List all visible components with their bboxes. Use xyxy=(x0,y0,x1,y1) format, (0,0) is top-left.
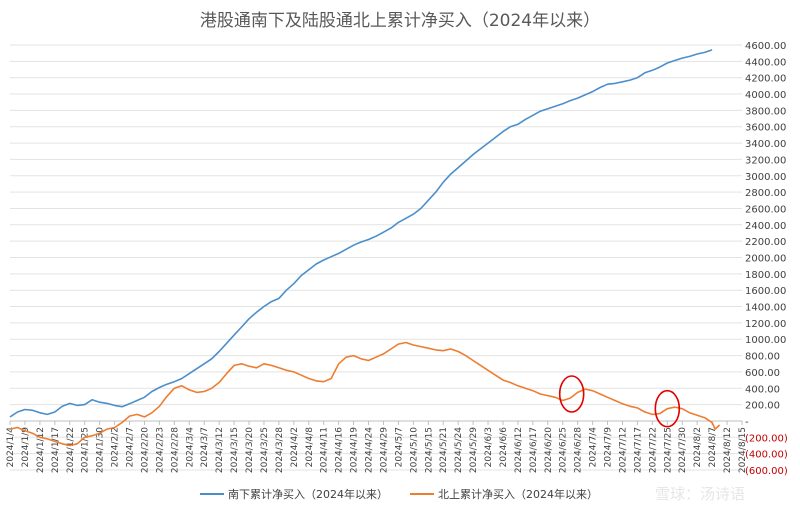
x-tick-label: 2024/8/15 xyxy=(738,427,748,473)
y-tick-label: - xyxy=(745,417,749,428)
x-tick-label: 2024/7/12 xyxy=(618,427,628,473)
x-tick-label: 2024/6/6 xyxy=(499,427,509,468)
x-tick-label: 2024/7/22 xyxy=(648,427,658,473)
y-tick-label: 2400.00 xyxy=(745,221,786,232)
y-tick-label: 1600.00 xyxy=(745,286,786,297)
x-tick-label: 2024/3/7 xyxy=(200,427,210,467)
y-tick-label: 3800.00 xyxy=(745,106,786,117)
y-tick-label: 2200.00 xyxy=(745,237,786,248)
x-tick-label: 2024/1/22 xyxy=(66,427,76,473)
x-tick-label: 2024/1/4 xyxy=(6,427,16,468)
x-tick-label: 2024/2/28 xyxy=(170,427,180,473)
y-tick-label: 1000.00 xyxy=(745,335,786,346)
y-tick-label: 3600.00 xyxy=(745,123,786,134)
x-tick-label: 2024/4/11 xyxy=(320,427,330,473)
x-tick-label: 2024/4/16 xyxy=(335,427,345,473)
y-tick-label: 400.00 xyxy=(745,384,780,395)
highlight-ellipse xyxy=(654,389,681,428)
x-tick-label: 2024/3/15 xyxy=(230,427,240,473)
x-tick-label: 2024/5/21 xyxy=(439,427,449,473)
x-tick-label: 2024/5/7 xyxy=(394,427,404,467)
x-tick-label: 2024/5/15 xyxy=(424,427,434,473)
chart-title: 港股通南下及陆股通北上累计净买入（2024年以来） xyxy=(199,11,601,31)
y-tick-label: 1400.00 xyxy=(745,303,786,314)
x-tick-label: 2024/6/20 xyxy=(544,427,554,473)
watermark-text: 雪球：汤诗语 xyxy=(655,485,745,503)
x-tick-label: 2024/5/10 xyxy=(409,427,419,473)
x-tick-label: 2024/2/7 xyxy=(126,427,136,467)
northbound-line xyxy=(9,341,721,447)
y-tick-label: 2800.00 xyxy=(745,188,786,199)
y-tick-label: (400.00) xyxy=(745,450,788,461)
x-tick-label: 2024/2/2 xyxy=(111,427,121,467)
y-tick-label: 4200.00 xyxy=(745,74,786,85)
x-tick-label: 2024/5/29 xyxy=(469,427,479,473)
legend-label: 南下累计净买入（2024年以来） xyxy=(228,487,388,501)
y-tick-label: 3400.00 xyxy=(745,139,786,150)
x-tick-label: 2024/3/28 xyxy=(275,427,285,473)
y-tick-label: 4400.00 xyxy=(745,57,786,68)
x-tick-label: 2024/3/25 xyxy=(260,427,270,473)
x-tick-label: 2024/8/7 xyxy=(708,427,718,467)
y-tick-label: 800.00 xyxy=(745,352,780,363)
x-tick-label: 2024/7/9 xyxy=(604,427,614,468)
x-tick-label: 2024/6/12 xyxy=(514,427,524,473)
x-tick-label: 2024/3/12 xyxy=(215,427,225,473)
x-tick-label: 2024/4/29 xyxy=(379,427,389,473)
x-tick-label: 2024/2/20 xyxy=(140,427,150,473)
x-tick-label: 2024/4/8 xyxy=(305,427,315,468)
x-tick-label: 2024/3/20 xyxy=(245,427,255,473)
x-tick-label: 2024/7/25 xyxy=(663,427,673,473)
southbound-line xyxy=(9,49,713,418)
x-tick-label: 2024/2/23 xyxy=(155,427,165,473)
x-tick-label: 2024/4/2 xyxy=(290,427,300,467)
y-tick-label: 600.00 xyxy=(745,368,780,379)
x-tick-label: 2024/8/12 xyxy=(723,427,733,473)
x-tick-label: 2024/1/25 xyxy=(81,427,91,473)
highlight-ellipse xyxy=(558,375,585,413)
x-tick-label: 2024/6/17 xyxy=(529,427,539,473)
x-tick-label: 2024/3/4 xyxy=(185,427,195,468)
legend-label: 北上累计净买入（2024年以来） xyxy=(438,487,598,501)
y-tick-label: 3200.00 xyxy=(745,155,786,166)
x-tick-label: 2024/7/30 xyxy=(678,427,688,473)
y-tick-label: 200.00 xyxy=(745,401,780,412)
x-tick-label: 2024/5/24 xyxy=(454,427,464,473)
x-tick-label: 2024/1/9 xyxy=(21,427,31,468)
x-tick-label: 2024/8/2 xyxy=(693,427,703,467)
x-tick-label: 2024/7/17 xyxy=(633,427,643,473)
y-tick-label: 4600.00 xyxy=(745,41,786,52)
y-tick-label: 1800.00 xyxy=(745,270,786,281)
x-tick-label: 2024/6/3 xyxy=(484,427,494,467)
x-tick-label: 2024/6/25 xyxy=(559,427,569,473)
x-tick-label: 2024/7/4 xyxy=(589,427,599,468)
y-tick-label: (200.00) xyxy=(745,433,788,444)
x-tick-label: 2024/4/19 xyxy=(350,427,360,473)
y-tick-label: 2600.00 xyxy=(745,204,786,215)
y-tick-label: 4000.00 xyxy=(745,90,786,101)
y-tick-label: 1200.00 xyxy=(745,319,786,330)
y-tick-label: 2000.00 xyxy=(745,254,786,265)
x-tick-label: 2024/4/24 xyxy=(365,427,375,473)
x-tick-label: 2024/1/17 xyxy=(51,427,61,473)
x-tick-label: 2024/1/12 xyxy=(36,427,46,473)
y-tick-label: (600.00) xyxy=(745,466,788,477)
x-tick-label: 2024/1/30 xyxy=(96,427,106,473)
x-tick-label: 2024/6/28 xyxy=(574,427,584,473)
y-tick-label: 3000.00 xyxy=(745,172,786,183)
